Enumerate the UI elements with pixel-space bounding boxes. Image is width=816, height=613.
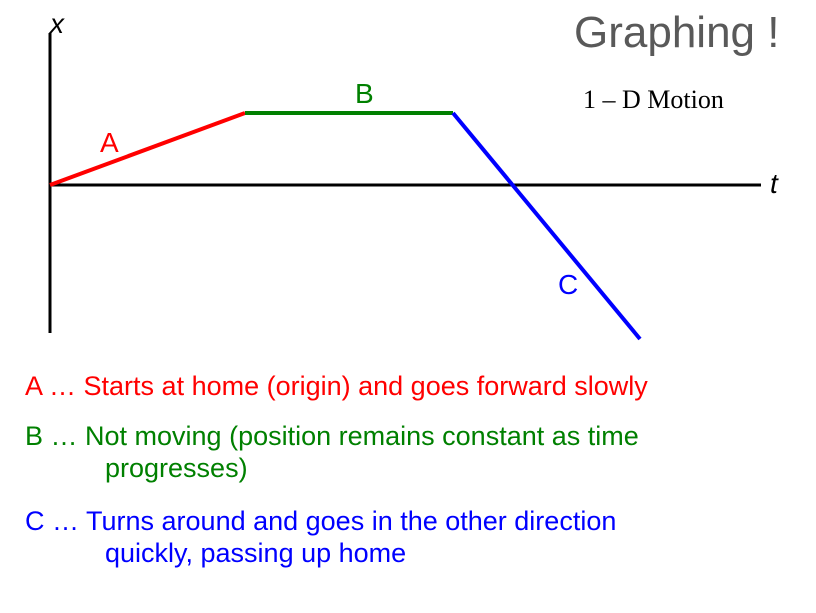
description-c-prefix: C … [25, 506, 79, 536]
description-a-text: Starts at home (origin) and goes forward… [76, 371, 648, 401]
description-b-text1: Not moving (position remains constant as… [78, 421, 639, 451]
segment-c-line [453, 113, 640, 339]
segment-a-line [50, 113, 245, 185]
description-c-line1: C … Turns around and goes in the other d… [25, 505, 616, 537]
description-b-prefix: B … [25, 421, 78, 451]
description-b-line2: progresses) [105, 452, 248, 484]
description-a: A … Starts at home (origin) and goes for… [25, 370, 648, 402]
description-b-line1: B … Not moving (position remains constan… [25, 420, 639, 452]
description-c-text1: Turns around and goes in the other direc… [79, 506, 616, 536]
description-a-prefix: A … [25, 371, 76, 401]
description-c-line2: quickly, passing up home [105, 537, 406, 569]
